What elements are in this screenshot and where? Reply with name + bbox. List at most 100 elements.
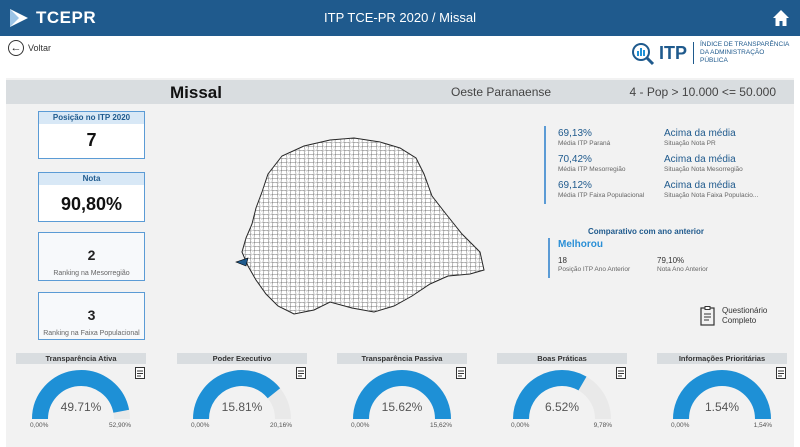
gauge-transparencia-ativa: Transparência Ativa 49.71% 0,00% 52,90% [16, 353, 146, 443]
ranking-meso-label: Ranking na Mesorregião [53, 270, 130, 277]
checklist-icon [700, 306, 715, 326]
municipality-bar: Missal Oeste Paranaense 4 - Pop > 10.000… [6, 80, 794, 104]
population-range: 4 - Pop > 10.000 <= 50.000 [629, 85, 776, 99]
gauge-fill [193, 370, 281, 420]
gauge-title: Poder Executivo [177, 353, 307, 364]
questionnaire-line1: Questionário [722, 306, 768, 315]
gauge-transparencia-passiva: Transparência Passiva 15.62% 0,00% 15,62… [337, 353, 467, 443]
ranking-meso-card: 2 Ranking na Mesorregião [38, 232, 145, 281]
stat-pop-value: 69,12% [558, 180, 592, 191]
sub-bar: ← Voltar ITP ÍNDICE DE TRANSPARÊNCIA DA … [0, 36, 800, 78]
back-button[interactable]: ← Voltar [8, 40, 51, 56]
stat-meso: 70,42% Média ITP Mesorregião [558, 154, 625, 173]
checklist-icon[interactable] [616, 367, 626, 379]
checklist-icon[interactable] [296, 367, 306, 379]
logo-mark-icon [10, 9, 28, 27]
gauge-min: 0,00% [191, 422, 210, 429]
gauge-value: 6.52% [544, 400, 580, 414]
gauge-arc [353, 370, 451, 420]
logo-text: TCEPR [36, 8, 97, 27]
gauge-arc [32, 370, 130, 420]
ranking-meso-value: 2 [87, 247, 96, 263]
checklist-icon[interactable] [135, 367, 145, 379]
questionnaire-label: Questionário Completo [722, 306, 767, 326]
gauge-title: Transparência Ativa [16, 353, 146, 364]
gauge-informacoes-prioritarias: Informações Prioritárias 1.54% 0,00% 1,5… [657, 353, 787, 443]
status-meso: Acima da média Situação Nota Mesorregião [664, 154, 743, 173]
gauge-max: 52,90% [108, 422, 131, 429]
position-card: Posição no ITP 2020 7 [38, 111, 145, 159]
gauge-arc [193, 370, 291, 420]
gauge-title: Informações Prioritárias [657, 353, 787, 364]
gauge-value: 1.54% [704, 400, 740, 414]
gauge-fill [353, 370, 451, 420]
tcepr-logo: TCEPR [8, 4, 96, 32]
municipality-region: Oeste Paranaense [451, 85, 552, 99]
status-pr-value: Acima da média [664, 128, 736, 139]
questionnaire-line2: Completo [722, 316, 757, 325]
stat-meso-label: Média ITP Mesorregião [558, 166, 626, 173]
ranking-pop-label: Ranking na Faixa Populacional [43, 330, 140, 337]
comparison-status: Melhorou [558, 239, 603, 250]
gauge-min: 0,00% [511, 422, 530, 429]
gauge-fill [32, 370, 130, 420]
gauge-fill [673, 370, 771, 420]
gauge-boas-praticas: Boas Práticas 6.52% 0,00% 9,78% [497, 353, 627, 443]
status-meso-label: Situação Nota Mesorregião [664, 166, 743, 173]
gauge-arc [673, 370, 771, 420]
stat-meso-value: 70,42% [558, 154, 592, 165]
ranking-pop-value: 3 [87, 307, 96, 323]
grade-value: 90,80% [60, 194, 123, 214]
status-pr: Acima da média Situação Nota PR [664, 128, 736, 147]
municipality-borders [242, 138, 484, 314]
page-title: ITP TCE-PR 2020 / Missal [324, 10, 476, 25]
stat-pr-label: Média ITP Paraná [558, 140, 611, 147]
grade-card: Nota 90,80% [38, 172, 145, 222]
itp-brand-short: ITP [658, 42, 687, 63]
prev-grade-label: Nota Ano Anterior [657, 266, 708, 273]
gauge-arc [513, 370, 611, 420]
gauge-value: 49.71% [60, 400, 102, 414]
home-icon[interactable] [772, 9, 790, 27]
gauge-title: Boas Práticas [497, 353, 627, 364]
averages-block: 69,13% Média ITP Paraná Acima da média S… [544, 126, 758, 204]
position-label: Posição no ITP 2020 [39, 112, 144, 124]
gauge-fill [513, 370, 587, 420]
status-meso-value: Acima da média [664, 154, 736, 165]
status-pop: Acima da média Situação Nota Faixa Popul… [664, 180, 758, 199]
gauge-max: 1,54% [753, 422, 772, 429]
stat-pop-label: Média ITP Faixa Populacional [558, 192, 645, 199]
gauge-max: 9,78% [593, 422, 612, 429]
parana-municipalities-map[interactable] [234, 134, 486, 318]
stat-pr-value: 69,13% [558, 128, 592, 139]
checklist-icon[interactable] [776, 367, 786, 379]
questionnaire-button[interactable]: Questionário Completo [700, 306, 767, 326]
prev-position-label: Posição ITP Ano Anterior [558, 266, 631, 273]
top-bar: TCEPR ITP TCE-PR 2020 / Missal [0, 0, 800, 36]
ranking-pop-card: 3 Ranking na Faixa Populacional [38, 292, 145, 340]
stat-pop: 69,12% Média ITP Faixa Populacional [558, 180, 644, 199]
comparison-title: Comparativo com ano anterior [588, 227, 705, 236]
itp-brand-desc: ÍNDICE DE TRANSPARÊNCIA DA ADMINISTRAÇÃO… [700, 41, 789, 64]
status-pop-value: Acima da média [664, 180, 736, 191]
missal-highlight[interactable] [235, 257, 249, 267]
gauge-min: 0,00% [351, 422, 370, 429]
municipality-name: Missal [170, 83, 222, 102]
itp-brand: ITP ÍNDICE DE TRANSPARÊNCIA DA ADMINISTR… [629, 40, 790, 66]
checklist-icon[interactable] [456, 367, 466, 379]
gauge-poder-executivo: Poder Executivo 15.81% 0,00% 20,16% [177, 353, 307, 443]
back-label: Voltar [28, 43, 52, 53]
grade-label: Nota [39, 173, 144, 185]
prev-position-value: 18 [558, 256, 567, 265]
status-pop-label: Situação Nota Faixa Populacio... [664, 192, 759, 199]
brand-divider [693, 42, 694, 64]
gauge-min: 0,00% [30, 422, 49, 429]
comparison-block: Melhorou 18 Posição ITP Ano Anterior 79,… [548, 238, 718, 278]
stat-pr: 69,13% Média ITP Paraná [558, 128, 610, 147]
gauge-value: 15.62% [381, 400, 423, 414]
status-pr-label: Situação Nota PR [664, 140, 716, 147]
position-value: 7 [86, 130, 97, 150]
prev-grade-value: 79,10% [657, 256, 685, 265]
gauge-title: Transparência Passiva [337, 353, 467, 364]
main-panel: Missal Oeste Paranaense 4 - Pop > 10.000… [6, 78, 794, 447]
